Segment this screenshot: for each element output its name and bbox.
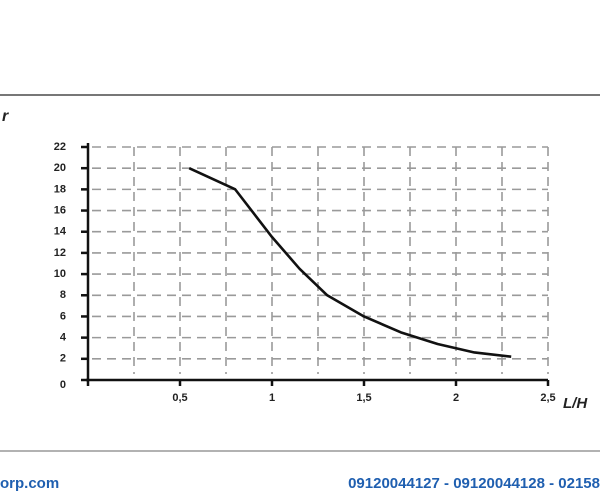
y-tick-label: 22 (54, 141, 66, 153)
y-tick-label: 4 (60, 332, 67, 344)
y-tick-label: 10 (54, 268, 66, 280)
x-tick-label: 1,5 (356, 392, 371, 404)
y-tick-label: 14 (54, 226, 67, 238)
curve (188, 167, 512, 358)
y-tick-label: 2 (60, 353, 66, 365)
y-tick-label: 6 (60, 310, 66, 322)
x-tick-label: 1 (269, 392, 275, 404)
x-axis-label: L/H (563, 395, 588, 412)
y-tick-label: 18 (54, 183, 66, 195)
y-tick-label: 12 (54, 247, 66, 259)
y-tick-label: 0 (60, 379, 66, 391)
y-axis-label: r (2, 108, 9, 125)
x-tick-label: 0,5 (172, 392, 187, 404)
y-tick-label: 8 (60, 289, 66, 301)
footer-right: 09120044127 - 09120044128 - 02158 (348, 475, 600, 492)
footer-left: orp.com (0, 475, 59, 492)
x-tick-label: 2,5 (540, 392, 555, 404)
y-tick-label: 20 (54, 162, 66, 174)
y-tick-label: 16 (54, 204, 66, 216)
x-tick-label: 2 (453, 392, 459, 404)
